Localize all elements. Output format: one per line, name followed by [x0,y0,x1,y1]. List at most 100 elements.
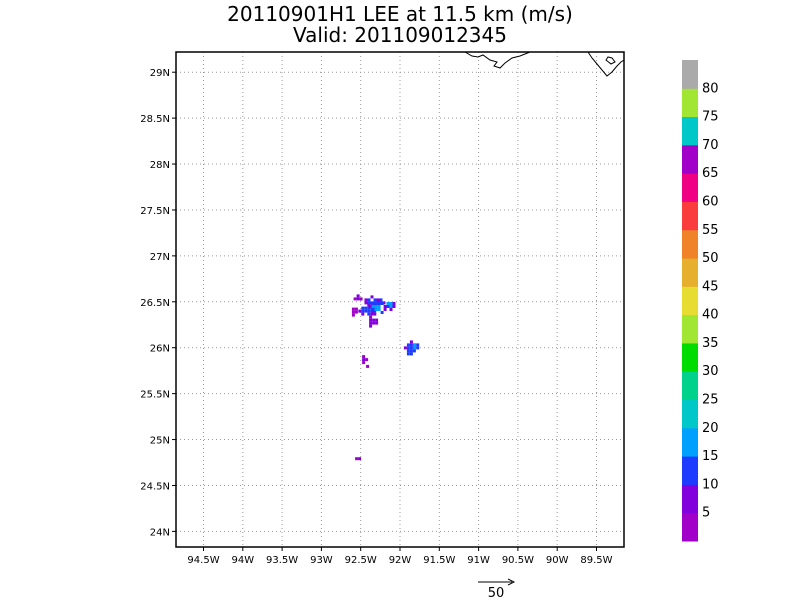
colorbar-label: 5 [702,506,710,521]
colorbar-swatch [682,371,698,401]
echo-cell [351,307,355,311]
echo-cell [389,302,393,305]
colorbar-swatch [682,201,698,231]
echo-cell [389,308,393,311]
echo-cell [403,346,407,350]
echo-cell [371,305,375,308]
x-tick-label: 93W [310,555,333,566]
colorbar-label: 75 [702,110,719,125]
echo-cell [409,352,413,356]
echo-cell [375,318,379,322]
colorbar-swatch [682,88,698,118]
echo-cell [369,318,373,322]
x-tick-label: 89.5W [580,555,612,566]
y-tick-label: 25.5N [140,390,170,401]
echo-cell [355,457,359,461]
echo-cell [377,299,381,302]
echo-cell [358,309,362,313]
y-tick-label: 24N [150,527,170,538]
echo-cell [353,297,357,301]
echo-cell [361,312,365,316]
echo-cell [365,358,369,362]
echo-cell [413,346,417,350]
echo-cell [373,298,377,302]
echo-cell [416,343,420,347]
coastline-segment [464,51,531,69]
echo-cell [364,301,368,305]
x-tick-label: 93.5W [266,555,298,566]
colorbar-label: 70 [702,138,719,153]
x-tick-label: 91W [467,555,490,566]
colorbar-label: 55 [702,223,719,238]
colorbar-swatch [682,484,698,514]
y-tick-label: 26.5N [140,298,170,309]
reference-vector-label: 50 [488,586,505,600]
echo-cell [351,313,355,317]
colorbar-swatch [682,116,698,146]
echo-cell [379,298,383,302]
echo-cell [406,349,410,353]
x-tick-label: 94W [231,555,254,566]
echo-cell [364,306,368,310]
echo-cell [380,311,384,314]
echo-cell [409,349,413,353]
echo-cell [356,294,360,298]
echo-cell [362,355,366,359]
echo-cell [367,298,371,302]
echo-cell [412,349,416,353]
echo-cell [369,321,373,325]
colorbar-swatch [682,286,698,316]
echo-cell [364,298,368,302]
colorbar-label: 60 [702,195,719,210]
colorbar-label: 65 [702,166,719,181]
y-tick-label: 26N [150,344,170,355]
echo-cell [383,308,387,311]
echo-cell [368,305,372,308]
echo-cell [413,343,417,347]
x-tick-label: 90.5W [502,555,534,566]
colorbar-label: 35 [702,336,719,351]
echo-cell [361,306,365,310]
colorbar-label: 40 [702,308,719,323]
x-tick-label: 92.5W [345,555,377,566]
colorbar-label: 80 [702,81,719,96]
echo-cell [372,321,376,325]
y-axis-ticks: 24N 24.5N 25N 25.5N 26N 26.5N 27N 27.5N 28N 28.5N… [140,68,176,538]
echo-cell [372,318,376,322]
coastline [464,51,625,77]
echo-cell [370,312,374,316]
echo-cell [374,302,378,305]
echo-cell [392,305,396,308]
colorbar-swatch [682,456,698,485]
colorbar-label: 30 [702,364,719,379]
reference-arrow-head [507,578,516,586]
echo-cell [371,311,375,314]
echo-cell [373,309,377,313]
echo-cell [367,312,371,316]
echo-cell [383,305,387,308]
echo-cell [367,309,371,313]
echo-cell [374,305,378,308]
colorbar-label: 50 [702,251,719,266]
echo-cell [409,340,413,344]
echo-cell [406,346,410,350]
echo-cell [409,343,413,347]
echo-cell [370,295,374,299]
echo-cell [359,297,363,301]
echo-cell [375,321,379,325]
y-tick-label: 28N [150,160,170,171]
echo-cell [354,307,358,311]
echo-cell [374,308,378,311]
echo-cell [377,302,381,305]
echo-cell [356,297,360,301]
colorbar-swatch [682,258,698,287]
x-axis-ticks: 94.5W 94W 93.5W 93W 92.5W 92W 91.5W 91W 90.5W 90W… [187,547,613,566]
echo-cell [409,346,413,350]
colorbar-label: 10 [702,477,719,492]
x-tick-label: 94.5W [187,555,219,566]
echo-cell [354,310,358,314]
echo-cell [366,364,370,368]
x-tick-label: 90W [546,555,569,566]
colorbar-label: 20 [702,421,719,436]
chart-title: 20110901H1 LEE at 11.5 km (m/s) [227,2,573,26]
